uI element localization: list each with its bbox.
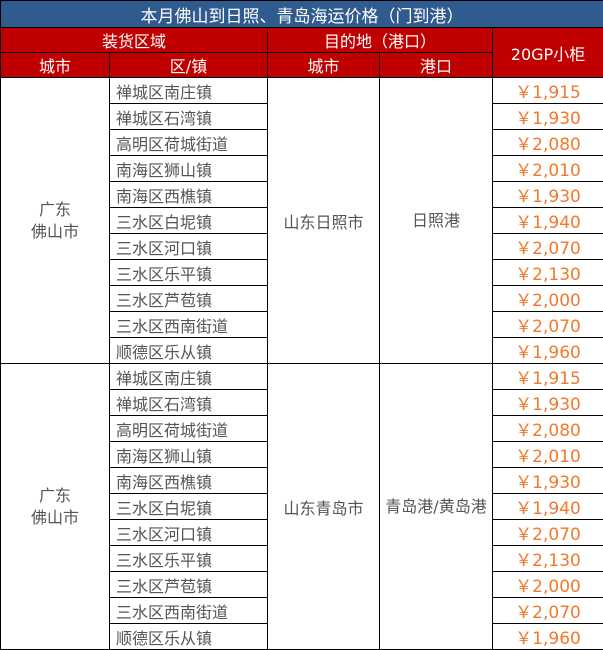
port-cell: 日照港 bbox=[380, 78, 493, 364]
district-cell: 南海区西樵镇 bbox=[110, 468, 268, 494]
district-cell: 顺德区乐从镇 bbox=[110, 624, 268, 650]
table-row: 广东 佛山市禅城区南庄镇山东日照市日照港￥1,915 bbox=[1, 78, 603, 104]
district-cell: 顺德区乐从镇 bbox=[110, 338, 268, 364]
district-cell: 三水区芦苞镇 bbox=[110, 286, 268, 312]
price-cell: ￥1,930 bbox=[493, 182, 603, 208]
price-cell: ￥2,000 bbox=[493, 286, 603, 312]
header-price: 20GP小柜 bbox=[493, 28, 603, 78]
price-cell: ￥1,930 bbox=[493, 468, 603, 494]
price-cell: ￥2,080 bbox=[493, 130, 603, 156]
district-cell: 禅城区南庄镇 bbox=[110, 364, 268, 390]
origin-city: 广东 佛山市 bbox=[1, 78, 110, 364]
price-cell: ￥2,000 bbox=[493, 572, 603, 598]
district-cell: 南海区狮山镇 bbox=[110, 156, 268, 182]
price-cell: ￥1,960 bbox=[493, 624, 603, 650]
dest-city: 山东青岛市 bbox=[268, 364, 380, 650]
price-cell: ￥1,940 bbox=[493, 494, 603, 520]
district-cell: 三水区乐平镇 bbox=[110, 546, 268, 572]
header-city: 城市 bbox=[1, 53, 110, 78]
district-cell: 禅城区石湾镇 bbox=[110, 390, 268, 416]
header-loading-area: 装货区域 bbox=[1, 28, 268, 53]
price-cell: ￥2,070 bbox=[493, 520, 603, 546]
header-destination: 目的地（港口） bbox=[268, 28, 493, 53]
price-cell: ￥2,070 bbox=[493, 598, 603, 624]
district-cell: 南海区西樵镇 bbox=[110, 182, 268, 208]
price-cell: ￥1,915 bbox=[493, 364, 603, 390]
district-cell: 三水区乐平镇 bbox=[110, 260, 268, 286]
district-cell: 三水区白坭镇 bbox=[110, 494, 268, 520]
district-cell: 高明区荷城街道 bbox=[110, 416, 268, 442]
table-row: 广东 佛山市禅城区南庄镇山东青岛市青岛港/黄岛港￥1,915 bbox=[1, 364, 603, 390]
origin-city: 广东 佛山市 bbox=[1, 364, 110, 650]
price-cell: ￥1,960 bbox=[493, 338, 603, 364]
price-cell: ￥2,130 bbox=[493, 546, 603, 572]
district-cell: 三水区西南街道 bbox=[110, 312, 268, 338]
price-cell: ￥2,070 bbox=[493, 312, 603, 338]
price-cell: ￥2,010 bbox=[493, 156, 603, 182]
header-district: 区/镇 bbox=[110, 53, 268, 78]
district-cell: 禅城区石湾镇 bbox=[110, 104, 268, 130]
district-cell: 三水区河口镇 bbox=[110, 520, 268, 546]
price-cell: ￥1,930 bbox=[493, 104, 603, 130]
district-cell: 高明区荷城街道 bbox=[110, 130, 268, 156]
price-cell: ￥1,940 bbox=[493, 208, 603, 234]
district-cell: 三水区西南街道 bbox=[110, 598, 268, 624]
district-cell: 三水区河口镇 bbox=[110, 234, 268, 260]
district-cell: 三水区白坭镇 bbox=[110, 208, 268, 234]
price-cell: ￥2,130 bbox=[493, 260, 603, 286]
district-cell: 南海区狮山镇 bbox=[110, 442, 268, 468]
price-cell: ￥1,915 bbox=[493, 78, 603, 104]
port-cell: 青岛港/黄岛港 bbox=[380, 364, 493, 650]
table-title: 本月佛山到日照、青岛海运价格（门到港） bbox=[1, 1, 603, 28]
price-cell: ￥2,070 bbox=[493, 234, 603, 260]
price-cell: ￥2,080 bbox=[493, 416, 603, 442]
price-cell: ￥1,930 bbox=[493, 390, 603, 416]
district-cell: 三水区芦苞镇 bbox=[110, 572, 268, 598]
price-cell: ￥2,010 bbox=[493, 442, 603, 468]
header-port: 港口 bbox=[380, 53, 493, 78]
header-dest-city: 城市 bbox=[268, 53, 380, 78]
dest-city: 山东日照市 bbox=[268, 78, 380, 364]
district-cell: 禅城区南庄镇 bbox=[110, 78, 268, 104]
